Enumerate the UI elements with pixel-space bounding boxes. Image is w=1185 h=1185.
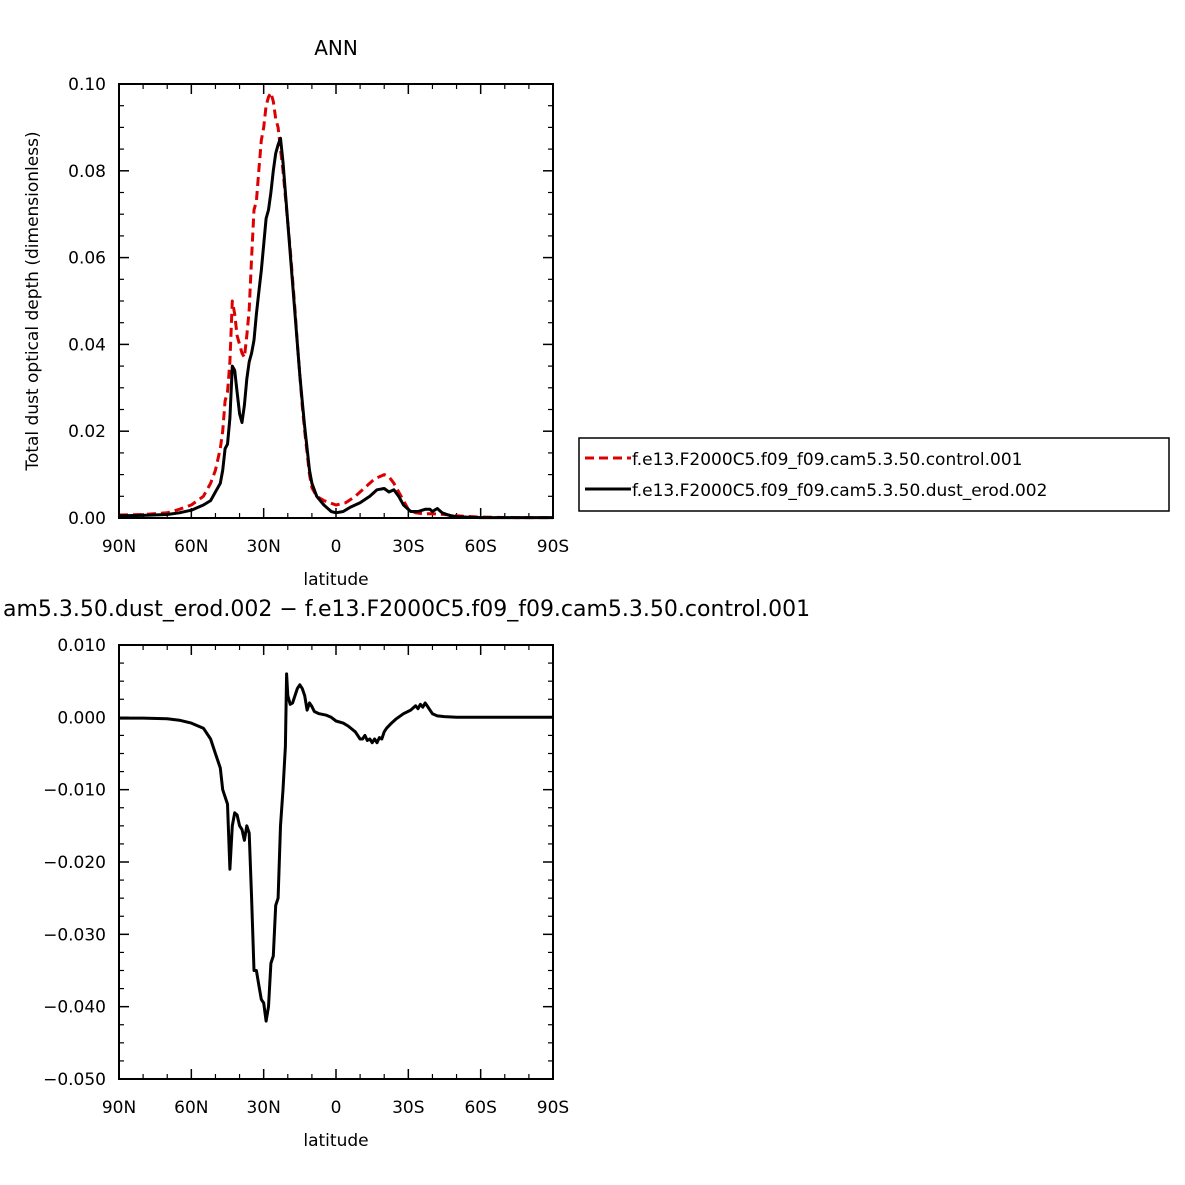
x-tick-label: 30S — [392, 1098, 424, 1118]
x-tick-label: 60N — [174, 1098, 208, 1118]
x-tick-label: 0 — [331, 537, 342, 557]
top-panel-xlabel: latitude — [303, 570, 368, 590]
bottom-panel-series — [119, 672, 553, 1023]
x-tick-label: 30S — [392, 537, 424, 557]
x-tick-label: 90S — [537, 537, 569, 557]
series-line-0 — [118, 91, 553, 520]
x-tick-label: 90N — [102, 537, 136, 557]
bottom-panel: am5.3.50.dust_erod.002 − f.e13.F2000C5.f… — [3, 597, 810, 1151]
y-tick-label: 0.000 — [57, 708, 106, 728]
series-line-0 — [119, 672, 553, 1023]
legend-box — [578, 437, 1170, 512]
y-tick-label: 0.010 — [57, 636, 106, 656]
y-tick-label: 0.08 — [68, 162, 106, 182]
bottom-panel-frame — [118, 644, 554, 1080]
x-tick-label: 30N — [246, 1098, 280, 1118]
y-tick-label: 0.06 — [68, 249, 106, 269]
y-tick-label: 0.00 — [68, 509, 106, 529]
top-panel-ticks: 90N 60N 30N 0 30S 60S 90S 0.00 0.02 0.04 0.06 0.08 0… — [68, 75, 569, 557]
top-panel-title: ANN — [314, 36, 358, 60]
x-tick-label: 60S — [464, 537, 496, 557]
x-tick-label: 90S — [537, 1098, 569, 1118]
bottom-panel-title: am5.3.50.dust_erod.002 − f.e13.F2000C5.f… — [3, 597, 810, 622]
y-tick-label: 0.02 — [68, 422, 106, 442]
y-tick-label: −0.050 — [43, 1070, 106, 1090]
y-tick-label: −0.020 — [43, 853, 106, 873]
x-tick-label: 90N — [102, 1098, 136, 1118]
top-panel: ANN Total dust optical depth (dimensionl… — [23, 36, 569, 590]
series-line-1 — [118, 136, 553, 520]
top-panel-series — [118, 91, 553, 520]
y-tick-label: −0.010 — [43, 781, 106, 801]
legend-label-dust-erod: f.e13.F2000C5.f09_f09.cam5.3.50.dust_ero… — [632, 481, 1047, 501]
top-panel-ylabel: Total dust optical depth (dimensionless) — [23, 131, 43, 471]
x-tick-label: 0 — [331, 1098, 342, 1118]
x-tick-label: 60S — [464, 1098, 496, 1118]
y-tick-label: 0.04 — [68, 335, 106, 355]
x-tick-label: 30N — [246, 537, 280, 557]
legend-label-control: f.e13.F2000C5.f09_f09.cam5.3.50.control.… — [632, 450, 1023, 470]
y-tick-label: 0.10 — [68, 75, 106, 95]
legend: f.e13.F2000C5.f09_f09.cam5.3.50.control.… — [578, 437, 1170, 512]
y-tick-label: −0.030 — [43, 925, 106, 945]
bottom-panel-xlabel: latitude — [303, 1131, 368, 1151]
x-tick-label: 60N — [174, 537, 208, 557]
y-tick-label: −0.040 — [43, 998, 106, 1018]
top-panel-frame — [118, 83, 554, 519]
